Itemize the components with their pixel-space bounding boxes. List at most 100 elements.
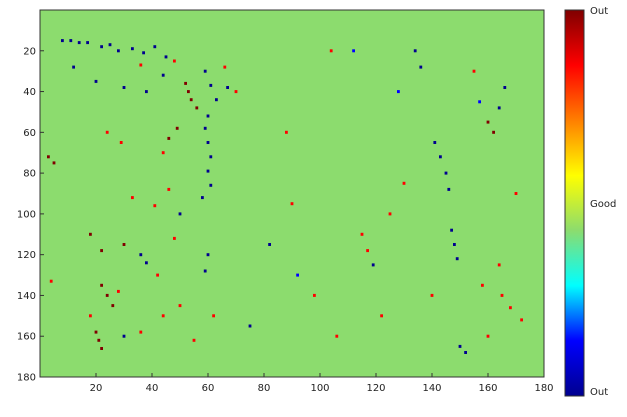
- data-point: [122, 243, 126, 246]
- data-point: [439, 155, 442, 159]
- data-point: [164, 55, 168, 59]
- data-point: [105, 130, 109, 134]
- data-point: [100, 283, 103, 287]
- data-point: [153, 204, 157, 208]
- data-point: [397, 90, 400, 94]
- data-point: [105, 293, 109, 297]
- y-tick-label: 60: [23, 128, 36, 139]
- data-point: [187, 90, 190, 94]
- data-point: [444, 171, 448, 175]
- data-point: [206, 253, 210, 257]
- data-point: [161, 314, 165, 318]
- data-point: [72, 65, 75, 69]
- data-point: [212, 314, 215, 318]
- data-point: [352, 49, 355, 53]
- data-point: [100, 45, 103, 49]
- data-point: [173, 236, 176, 240]
- colorbar-labels: Out Good Out: [590, 6, 616, 398]
- data-point: [472, 69, 476, 73]
- data-point: [458, 344, 462, 348]
- data-point: [380, 314, 383, 318]
- data-point: [100, 347, 103, 350]
- y-tick-label: 40: [23, 87, 36, 98]
- data-point: [290, 202, 294, 206]
- data-point: [296, 273, 299, 277]
- data-point: [360, 232, 364, 236]
- data-point: [481, 283, 484, 287]
- data-point: [122, 334, 126, 338]
- data-point: [139, 253, 143, 257]
- data-point: [178, 304, 182, 308]
- data-point: [111, 304, 115, 308]
- y-tick-label: 100: [17, 209, 36, 220]
- data-point: [203, 126, 207, 130]
- x-tick-label: 100: [310, 383, 329, 394]
- data-point: [49, 279, 53, 283]
- data-point: [509, 306, 512, 310]
- data-point: [450, 228, 453, 232]
- data-point: [94, 330, 98, 334]
- data-point: [206, 114, 210, 118]
- data-point: [195, 106, 199, 110]
- data-point: [455, 257, 459, 261]
- y-tick-label: 140: [17, 291, 36, 302]
- data-point: [139, 330, 143, 334]
- x-axis: 20 40 60 80 100 120 140 160 180: [90, 373, 554, 394]
- data-point: [486, 120, 490, 124]
- data-point: [215, 98, 218, 102]
- data-point: [419, 65, 423, 69]
- data-point: [178, 212, 182, 216]
- data-point: [47, 155, 50, 159]
- data-point: [153, 45, 157, 49]
- data-point: [514, 192, 518, 195]
- data-point: [52, 161, 56, 165]
- x-tick-label: 80: [258, 383, 271, 394]
- y-axis: 20 40 60 80 100 120 140 160 180: [17, 46, 44, 384]
- data-point: [161, 151, 165, 155]
- data-point: [366, 249, 369, 253]
- x-tick-label: 20: [90, 383, 103, 394]
- data-point: [145, 261, 148, 265]
- data-point: [464, 351, 467, 354]
- plot-frame: [39, 9, 545, 378]
- y-tick-label: 120: [17, 250, 36, 261]
- data-point: [492, 130, 495, 134]
- data-point: [145, 90, 148, 94]
- data-point: [497, 263, 501, 267]
- data-point: [139, 63, 143, 67]
- colorbar: [564, 9, 585, 397]
- data-point: [156, 273, 159, 277]
- data-point: [478, 100, 481, 104]
- data-point: [117, 49, 120, 53]
- data-point: [206, 169, 210, 173]
- data-point: [142, 51, 145, 55]
- data-point: [108, 43, 112, 47]
- data-point: [89, 232, 92, 236]
- data-point: [413, 49, 417, 53]
- data-point: [223, 65, 227, 69]
- data-point: [209, 183, 213, 187]
- data-point: [503, 86, 507, 89]
- data-points: [47, 39, 523, 354]
- data-point: [371, 263, 375, 267]
- data-point: [206, 141, 210, 144]
- plot-area: [40, 10, 544, 377]
- data-point: [313, 293, 316, 297]
- y-tick-label: 80: [23, 169, 36, 180]
- data-point: [430, 293, 434, 297]
- data-point: [285, 130, 288, 134]
- y-tick-label: 180: [17, 373, 36, 384]
- data-point: [189, 98, 193, 102]
- data-point: [226, 86, 229, 89]
- data-point: [131, 196, 134, 200]
- data-point: [173, 59, 176, 63]
- data-point: [335, 334, 339, 338]
- x-tick-label: 40: [146, 383, 159, 394]
- data-point: [184, 81, 187, 85]
- data-point: [453, 243, 456, 246]
- data-point: [69, 39, 73, 43]
- data-point: [500, 293, 504, 297]
- data-point: [203, 69, 207, 73]
- data-point: [117, 289, 120, 293]
